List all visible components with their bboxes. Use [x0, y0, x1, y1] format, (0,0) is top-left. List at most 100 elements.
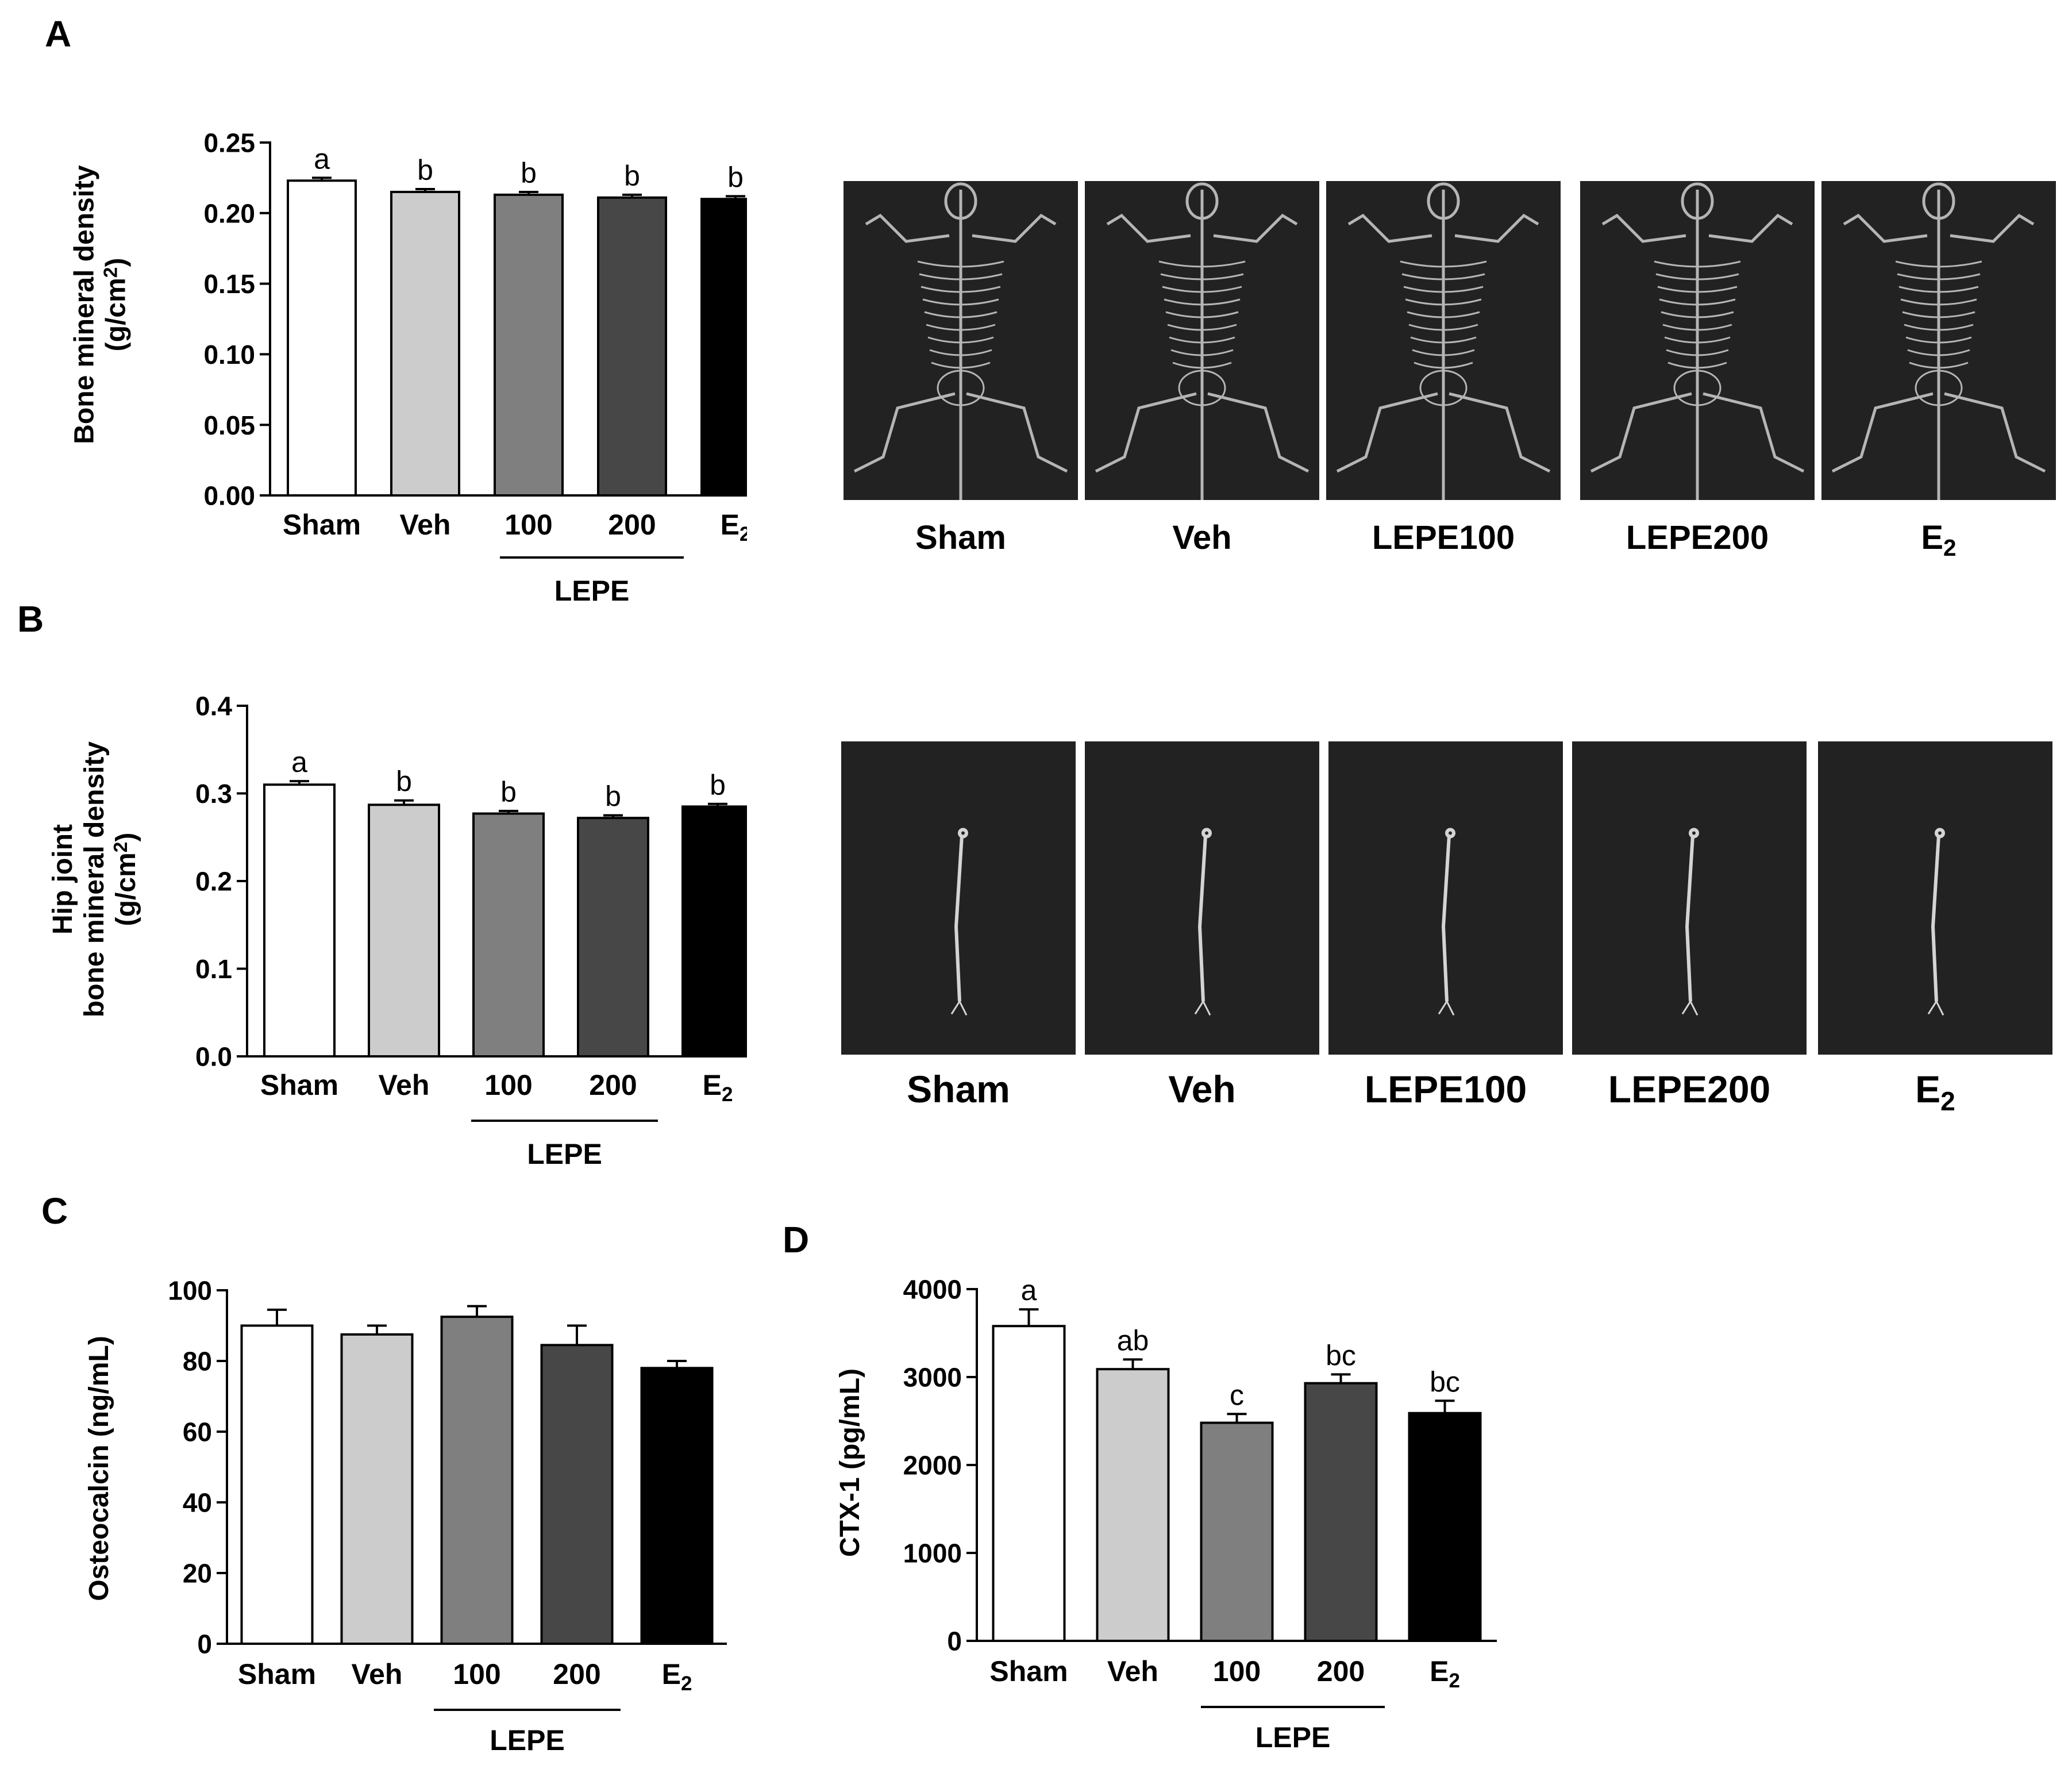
pelvis: [1673, 370, 1721, 406]
rib: [1167, 324, 1237, 331]
panel-letter-d: D: [783, 1219, 810, 1260]
limb-foot: [1438, 1001, 1455, 1016]
rib: [1410, 336, 1477, 344]
pelvis: [1419, 370, 1468, 406]
significance-label: ab: [1117, 1324, 1149, 1356]
bar: [440, 1316, 514, 1645]
rib: [1160, 273, 1244, 280]
rib: [1904, 324, 1974, 331]
y-tick-label: 0.3: [195, 779, 232, 809]
y-tick-label: 40: [183, 1488, 212, 1518]
rib: [1657, 286, 1738, 293]
y-axis-label: CTX-1 (pg/mL): [835, 1368, 865, 1557]
left-forelimb: [1843, 213, 1928, 243]
left-hindlimb: [1831, 392, 1934, 473]
limb-bone: [1931, 835, 1940, 1002]
x-tick-label: 100: [484, 1069, 532, 1101]
y-axis-label: (g/cm2): [111, 833, 142, 926]
x-tick-label: E2: [721, 509, 747, 545]
xray-label: Sham: [915, 519, 1006, 556]
group-label: LEPE: [554, 575, 630, 607]
right-hindlimb: [966, 392, 1068, 473]
bar: [577, 817, 649, 1058]
panel-letter-a: A: [45, 13, 72, 55]
left-forelimb: [1601, 213, 1686, 243]
limb-figure: [1194, 828, 1212, 1016]
y-tick-label: 2000: [903, 1451, 962, 1481]
bar: [681, 805, 747, 1058]
skeleton-figure: [1831, 182, 2046, 500]
y-tick-label: 60: [183, 1417, 212, 1447]
limb-joint: [1201, 828, 1212, 839]
significance-label: a: [314, 143, 330, 175]
y-axis-label: Hip joint: [48, 824, 78, 935]
skeleton-figure: [1095, 182, 1310, 500]
x-tick-label: 100: [453, 1658, 500, 1690]
rib: [1654, 260, 1741, 268]
skull: [1681, 182, 1714, 220]
group-label: LEPE: [1255, 1721, 1331, 1754]
skull: [1427, 182, 1460, 220]
x-tick-label: Veh: [379, 1069, 430, 1101]
y-axis-label: Osteocalcin (ng/mL): [84, 1336, 114, 1601]
rib: [1162, 286, 1242, 293]
y-tick-label: 0.1: [195, 954, 232, 984]
xray-label: E2: [1915, 1068, 1955, 1116]
rib: [1895, 260, 1982, 268]
bar: [340, 1333, 414, 1645]
x-tick-label: Sham: [238, 1658, 316, 1690]
right-hindlimb: [1449, 392, 1551, 473]
rib: [1170, 349, 1234, 356]
x-tick-label: Sham: [260, 1069, 338, 1101]
x-tick-label: Veh: [1107, 1655, 1158, 1687]
limb-figure: [1927, 828, 1945, 1016]
rib: [1403, 286, 1484, 293]
limb-joint: [1689, 828, 1699, 839]
skull: [1185, 182, 1219, 220]
right-hindlimb: [1207, 392, 1310, 473]
skull: [1922, 182, 1955, 220]
bar: [368, 803, 440, 1058]
rib: [922, 298, 999, 306]
group-label: LEPE: [490, 1724, 565, 1756]
right-forelimb: [1708, 213, 1793, 243]
bone-mineral-density-chart: 0.00 0.05 0.10 0.15 0.20 0.25 Bone mineral den…: [69, 128, 747, 607]
limb-bone: [954, 835, 964, 1002]
rib: [1897, 273, 1981, 280]
rib: [927, 336, 994, 344]
right-forelimb: [1213, 213, 1298, 243]
panel-letter-c: C: [41, 1190, 68, 1232]
significance-label: b: [521, 157, 537, 189]
xray-label: LEPE100: [1372, 519, 1515, 556]
limb-foot: [1681, 1001, 1699, 1016]
significance-label: c: [1230, 1379, 1244, 1411]
bar: [1304, 1382, 1378, 1642]
rib: [1169, 336, 1235, 344]
left-forelimb: [1106, 213, 1191, 243]
pelvis: [1915, 370, 1963, 406]
rib: [1659, 298, 1736, 306]
limb-joint: [958, 828, 968, 839]
bar: [700, 198, 747, 497]
y-tick-label: 100: [168, 1276, 212, 1306]
y-tick-label: 1000: [903, 1539, 962, 1568]
rib: [1907, 349, 1970, 356]
limb-figure: [1681, 828, 1699, 1016]
rib: [924, 311, 998, 318]
rib: [1400, 260, 1487, 268]
bar: [240, 1324, 314, 1645]
hind-limb-xray-panel: Sham Veh LEPE100 LEPE200 E2: [841, 741, 2052, 1116]
left-hindlimb: [853, 392, 956, 473]
rib: [1165, 311, 1239, 318]
bar: [640, 1367, 714, 1645]
group-label: LEPE: [527, 1138, 602, 1170]
pelvis: [937, 370, 985, 406]
bar: [390, 190, 460, 497]
right-forelimb: [1950, 213, 2035, 243]
x-tick-label: 100: [504, 509, 552, 541]
rib: [931, 362, 991, 369]
xray-label: Veh: [1168, 1068, 1235, 1110]
left-forelimb: [1347, 213, 1432, 243]
y-axis-label: (g/cm2): [101, 258, 132, 352]
